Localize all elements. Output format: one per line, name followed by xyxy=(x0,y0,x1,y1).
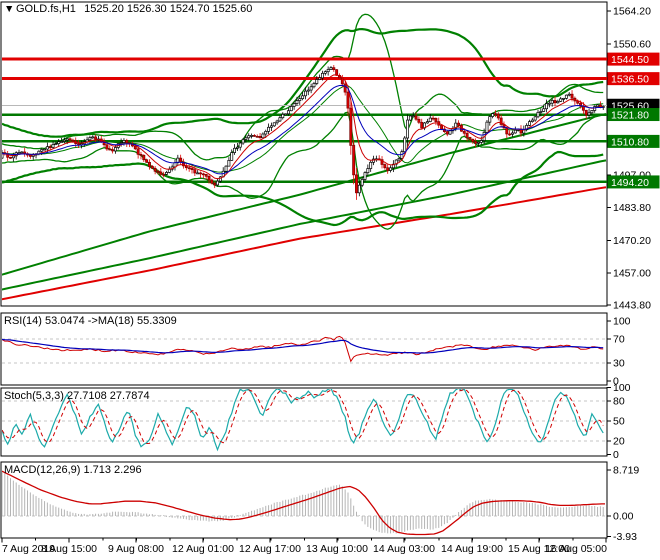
rsi-scale-labels: 100 70 30 0 xyxy=(606,316,631,388)
macd-label: MACD(12,26,9) 1.713 2.296 xyxy=(4,464,142,476)
stoch-scale-label: 20 xyxy=(613,436,625,448)
stoch-d-line xyxy=(2,389,604,445)
price-badge-label: 1521.80 xyxy=(611,110,649,122)
price-badge-label: 1494.20 xyxy=(611,177,649,189)
macd-scale-label: 0.00 xyxy=(613,511,634,523)
macd-content xyxy=(2,470,607,536)
macd-scale-label: 8.719 xyxy=(613,465,639,477)
rsi-scale-label: 0 xyxy=(613,376,619,388)
time-label: 7 Aug 2019 xyxy=(2,543,55,555)
bollinger-band xyxy=(2,27,604,227)
rsi-scale-label: 70 xyxy=(613,334,625,346)
time-label: 12 Aug 17:00 xyxy=(239,543,301,555)
time-label-group: 14 Aug 19:00 xyxy=(441,543,503,555)
rsi-scale-label: 100 xyxy=(613,316,631,328)
macd-scale-labels: 8.719 0.00 -3.93 xyxy=(606,465,639,543)
price-badge xyxy=(607,134,660,148)
rsi-ma-line xyxy=(2,338,604,354)
price-badge-label: 1544.50 xyxy=(611,54,649,66)
time-label: 14 Aug 03:00 xyxy=(373,543,435,555)
symbol-dropdown-icon[interactable]: ▼ xyxy=(4,3,14,15)
stoch-scale-label: 100 xyxy=(613,382,631,394)
price-badge xyxy=(607,72,660,86)
chart-title: GOLD.fs,H1 1525.20 1526.30 1524.70 1525.6… xyxy=(16,3,252,15)
time-label-group: 7 Aug 2019 xyxy=(2,543,55,555)
stoch-content xyxy=(2,389,607,452)
stoch-scale-label: 50 xyxy=(613,416,625,428)
stoch-layers xyxy=(2,389,607,452)
time-label: 13 Aug 10:00 xyxy=(306,543,368,555)
rsi-scale-label: 30 xyxy=(613,358,625,370)
price-tick-label: 1483.80 xyxy=(613,202,651,214)
time-label: 12 Aug 01:00 xyxy=(172,543,234,555)
price-tick-label: 1564.20 xyxy=(613,6,651,18)
stoch-scale-label: 0 xyxy=(613,449,619,461)
macd-layers xyxy=(2,470,607,536)
price-badge-label: 1536.50 xyxy=(611,74,649,86)
time-label-group: 9 Aug 08:00 xyxy=(108,543,164,555)
time-label-group: 13 Aug 10:00 xyxy=(306,543,368,555)
price-badge-label: 1510.80 xyxy=(611,136,649,148)
main-chart-content xyxy=(2,13,607,301)
stoch-scale-label: 80 xyxy=(613,396,625,408)
price-badge xyxy=(607,52,660,66)
rsi-label: RSI(14) 53.0474 ->MA(18) 55.3309 xyxy=(4,315,177,327)
price-badge xyxy=(607,175,660,189)
stoch-plot[interactable] xyxy=(0,387,608,457)
symbol-label: GOLD.fs,H1 xyxy=(16,3,76,15)
time-label-group: 14 Aug 03:00 xyxy=(373,543,435,555)
time-label: 8 Aug 15:00 xyxy=(41,543,97,555)
macd-scale-label: -3.93 xyxy=(613,531,637,543)
price-axis-ticks: 1564.201550.601497.001483.801470.201457.… xyxy=(606,6,651,312)
price-tick-label: 1550.60 xyxy=(613,39,651,51)
rsi-content xyxy=(2,335,607,364)
time-label-group: 12 Aug 17:00 xyxy=(239,543,301,555)
candles xyxy=(2,65,605,200)
price-tick-label: 1457.00 xyxy=(613,267,651,279)
main-chart-plot[interactable] xyxy=(0,1,608,307)
time-ticks xyxy=(1,538,607,543)
time-label: 14 Aug 19:00 xyxy=(441,543,503,555)
macd-histogram xyxy=(2,470,604,534)
time-label-group: 15 Aug 12:00 xyxy=(508,543,570,555)
fast-moving-averages xyxy=(2,74,604,180)
time-label: 9 Aug 08:00 xyxy=(108,543,164,555)
stoch-label: Stoch(5,3,3) 27.7108 27.7874 xyxy=(4,390,150,402)
rsi-line xyxy=(2,335,604,363)
price-badge xyxy=(607,108,660,122)
price-tick-label: 1470.20 xyxy=(613,235,651,247)
ohlc-values: 1525.20 1526.30 1524.70 1525.60 xyxy=(84,3,252,15)
main-chart-layers xyxy=(2,13,607,301)
price-tick-label: 1443.80 xyxy=(613,300,651,312)
time-label-group: 12 Aug 01:00 xyxy=(172,543,234,555)
time-label: 15 Aug 12:00 xyxy=(508,543,570,555)
stoch-scale-labels: 100 80 50 200 xyxy=(606,382,631,461)
price-axis[interactable]: 1564.201550.601497.001483.801470.201457.… xyxy=(606,6,660,544)
macd-signal-line xyxy=(2,470,605,536)
rsi-layers xyxy=(2,335,607,364)
time-label: 16 Aug 05:00 xyxy=(545,543,607,555)
time-label-group: 16 Aug 05:00 xyxy=(545,543,607,555)
price-badges: 1544.501536.501525.601521.801510.801494.… xyxy=(607,52,660,189)
time-label-group: 8 Aug 15:00 xyxy=(41,543,97,555)
stoch-k-line xyxy=(2,389,604,452)
